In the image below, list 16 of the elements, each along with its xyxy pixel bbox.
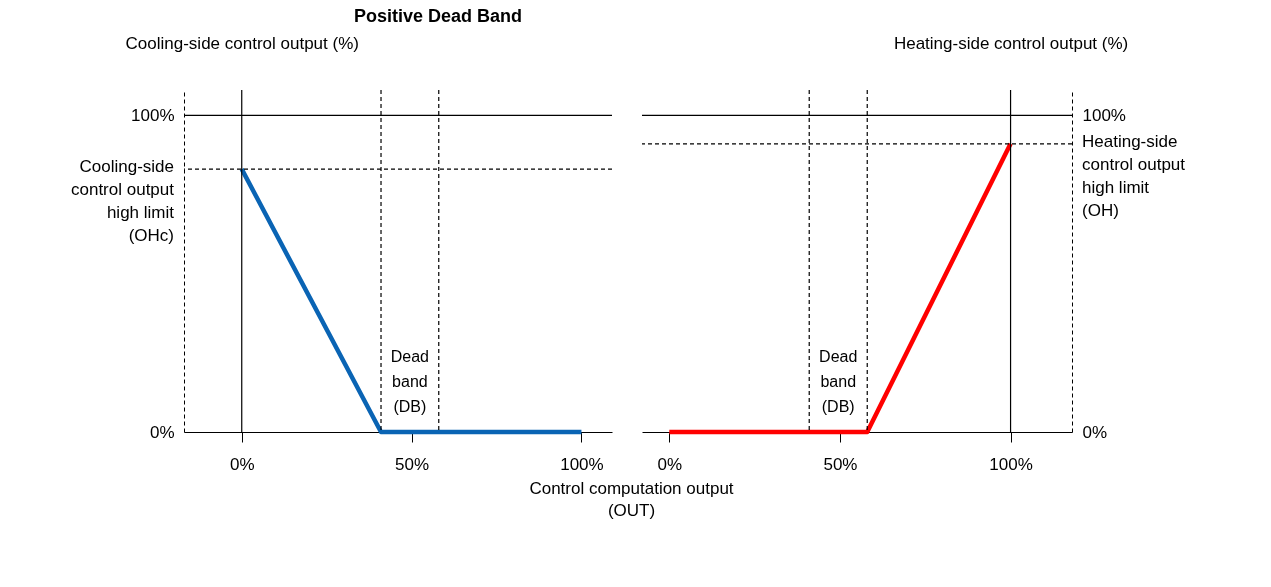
x-tick-label: 0% [229,454,255,474]
text: Cooling-side control output high limit (OHc) [70,157,175,246]
x-tick-label: 100% [560,454,604,474]
chart-title: Positive Dead Band [353,6,523,26]
y2-tick-label: 0% [1082,422,1108,442]
x-tick-label: 0% [657,454,683,474]
x-tick-label: 50% [823,454,858,474]
y2-tick-label: 100% [1082,105,1126,125]
x-tick-label: 100% [989,454,1033,474]
text: Heating-side control output high limit (OH) [1082,131,1186,220]
annotation: Dead band (DB) [390,347,430,415]
x-axis-title: Control computation output (OUT) [529,478,734,520]
y2-axis-title: Heating-side control output (%) [893,33,1129,53]
annotation: Dead band (DB) [819,347,858,415]
y-axis-title: Cooling-side control output (%) [125,33,359,53]
x-tick-label: 50% [395,454,430,474]
